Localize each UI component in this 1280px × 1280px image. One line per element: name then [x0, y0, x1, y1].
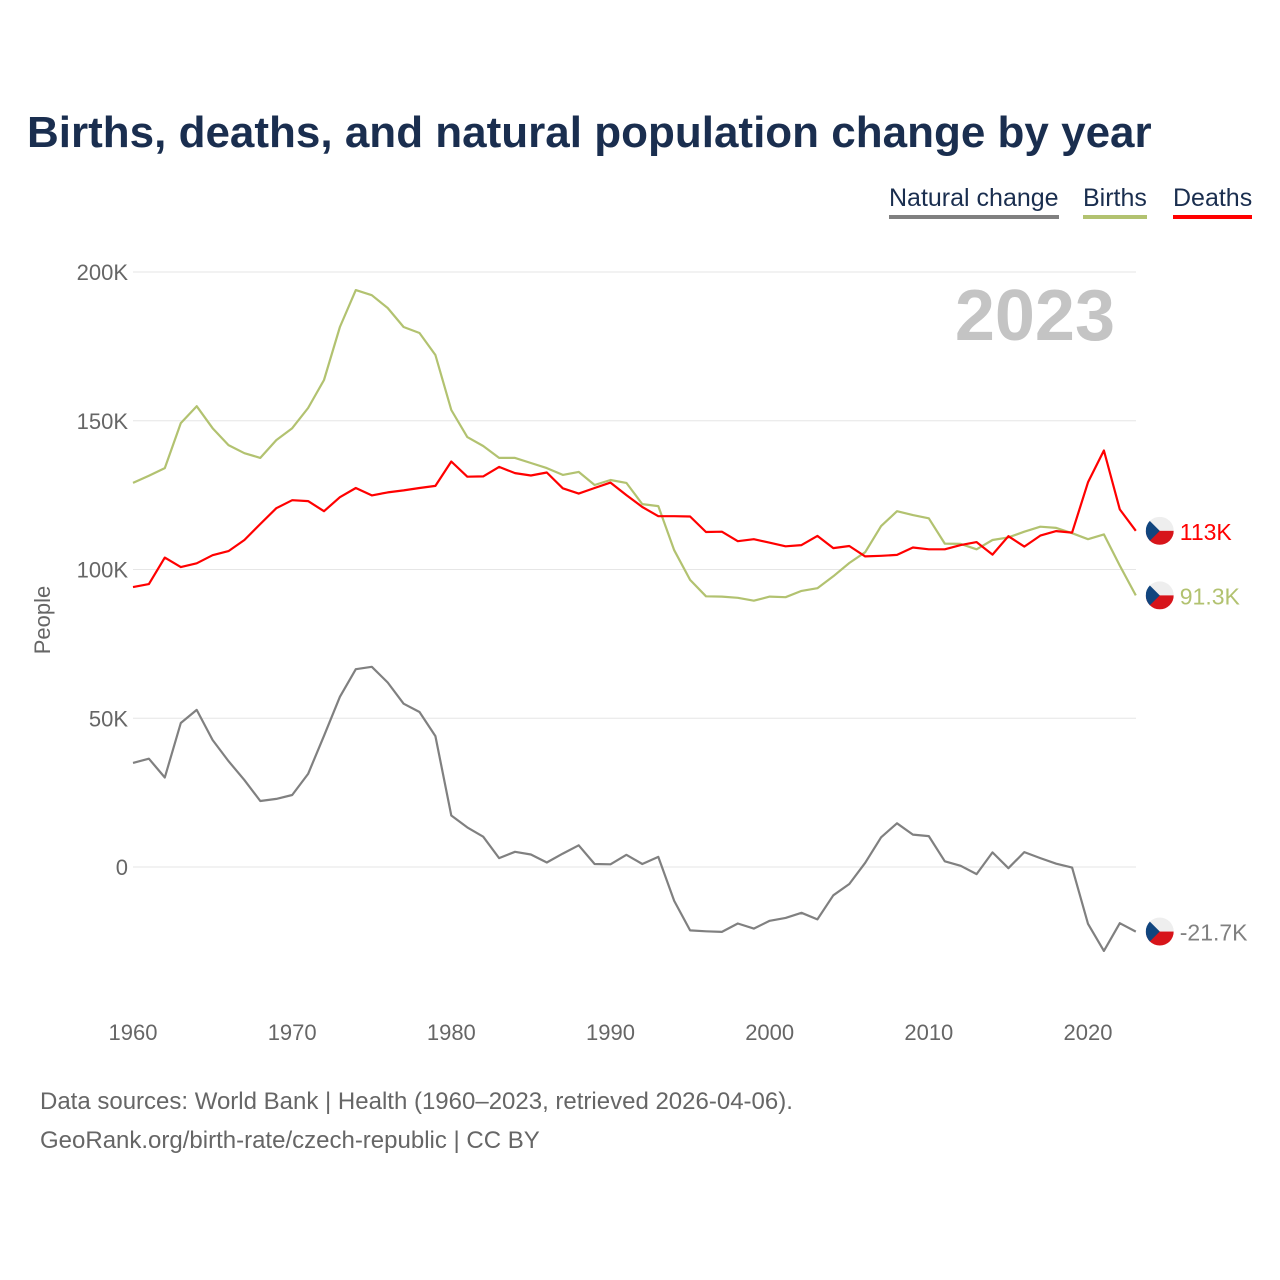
- legend-births[interactable]: Births: [1083, 184, 1147, 219]
- x-tick-label: 2000: [745, 1020, 794, 1045]
- czech-flag-icon: [1145, 581, 1174, 610]
- x-tick-label: 1960: [109, 1020, 158, 1045]
- flag-clip: [1145, 581, 1174, 610]
- x-tick-label: 2020: [1064, 1020, 1113, 1045]
- x-tick-label: 1980: [427, 1020, 476, 1045]
- data-source-note: Data sources: World Bank | Health (1960–…: [40, 1088, 793, 1115]
- flag-blue: [1145, 516, 1160, 545]
- y-axis-label: People: [30, 586, 55, 655]
- czech-flag-icon: [1145, 516, 1174, 545]
- y-tick-label: 150K: [77, 409, 129, 434]
- flag-clip: [1145, 516, 1174, 545]
- series-line-births: [132, 289, 1137, 602]
- x-tick-label: 1990: [586, 1020, 635, 1045]
- series-line-deaths: [132, 449, 1137, 589]
- end-value-label: 91.3K: [1180, 583, 1241, 609]
- flag-blue: [1145, 917, 1160, 946]
- end-value-label: -21.7K: [1180, 920, 1248, 946]
- flag-clip: [1145, 917, 1174, 946]
- credit-link[interactable]: GeoRank.org/birth-rate/czech-republic | …: [40, 1127, 540, 1154]
- legend-natural-change[interactable]: Natural change: [889, 184, 1059, 219]
- series-line-natural-change: [132, 665, 1137, 953]
- current-year-label: 2023: [955, 276, 1115, 356]
- x-tick-label: 1970: [268, 1020, 317, 1045]
- flag-blue: [1145, 581, 1160, 610]
- y-tick-label: 50K: [89, 706, 128, 731]
- czech-flag-icon: [1145, 917, 1174, 946]
- end-value-label: 113K: [1180, 519, 1233, 545]
- x-tick-label: 2010: [904, 1020, 953, 1045]
- chart-title: Births, deaths, and natural population c…: [27, 108, 1152, 157]
- y-tick-label: 0: [116, 855, 128, 880]
- y-tick-label: 100K: [77, 558, 129, 583]
- y-tick-label: 200K: [77, 260, 129, 285]
- legend-deaths[interactable]: Deaths: [1173, 184, 1253, 219]
